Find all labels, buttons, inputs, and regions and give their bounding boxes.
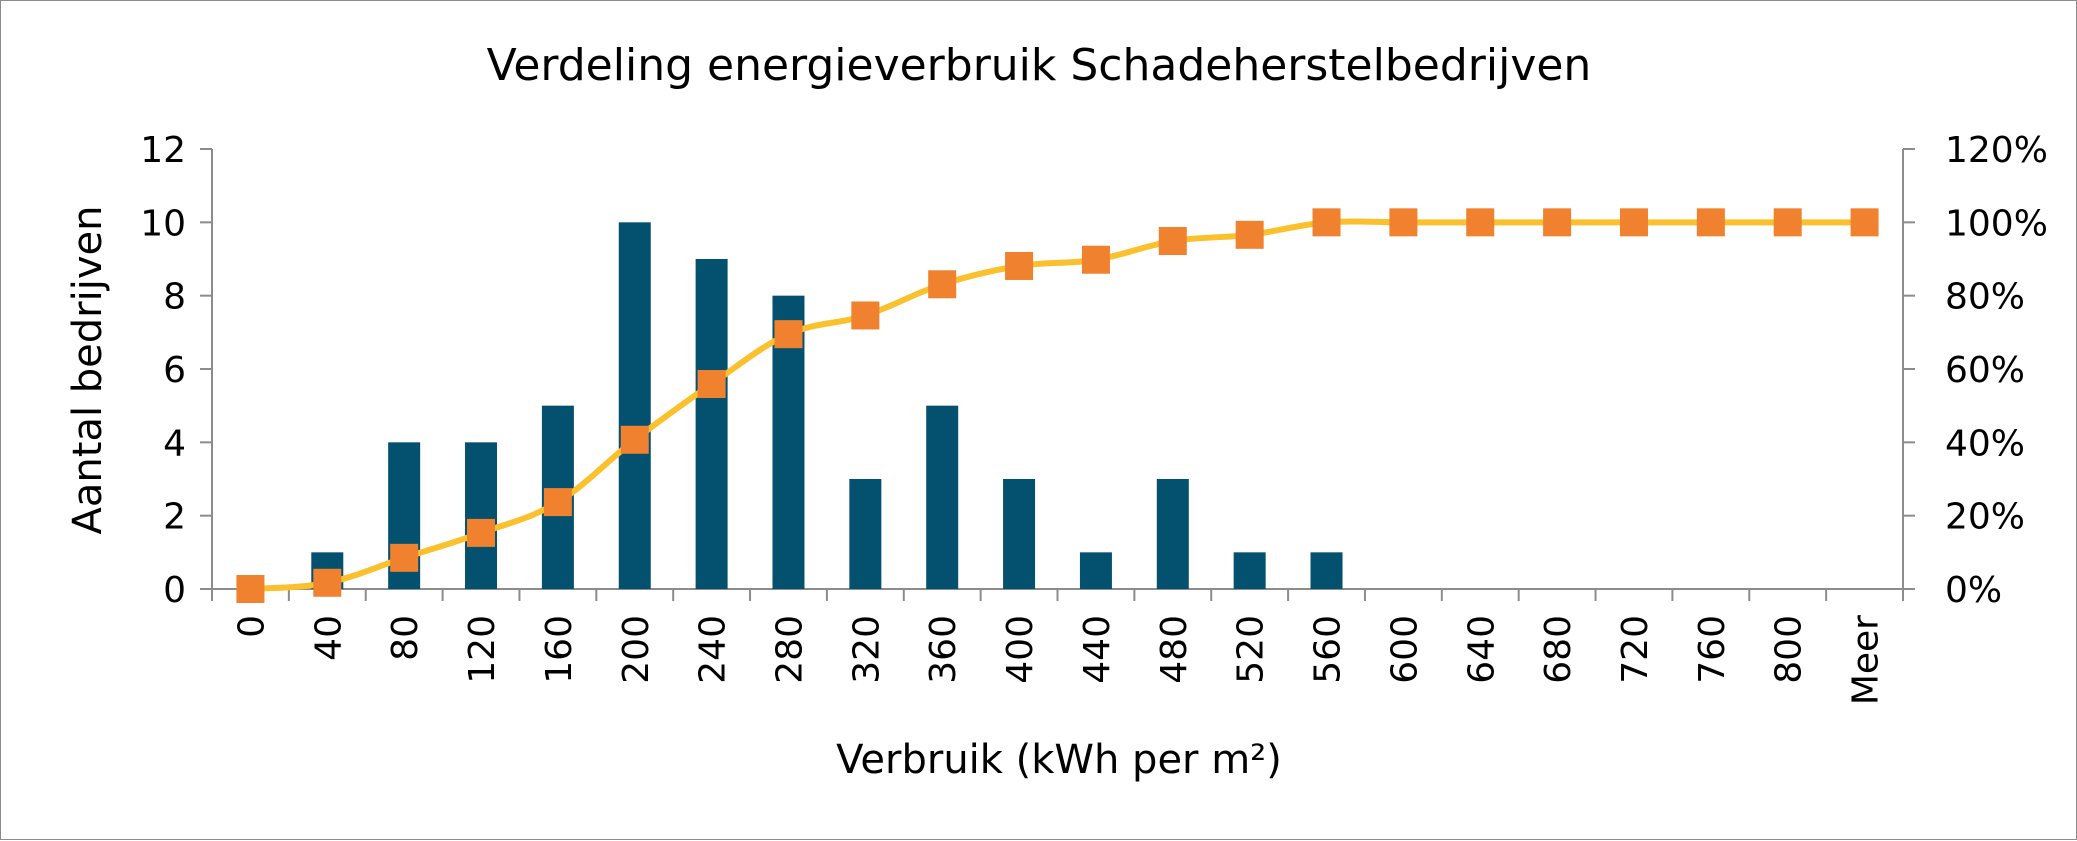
y2-tick-label: 0% [1945, 570, 2002, 611]
x-tick-label: 720 [1615, 615, 1656, 684]
line-marker [1619, 208, 1648, 237]
line-marker [1081, 245, 1110, 274]
line-marker [1696, 208, 1725, 237]
bar [1233, 552, 1266, 589]
bar-series [311, 222, 1343, 590]
line-marker [543, 488, 572, 517]
line-marker [1543, 208, 1572, 237]
line-marker [236, 575, 265, 603]
line-marker [313, 568, 342, 597]
x-tick-label: 0 [231, 615, 272, 638]
line-marker [1312, 208, 1341, 237]
bar [926, 405, 959, 589]
x-tick-label: 440 [1077, 615, 1118, 684]
y2-tick-label: 80% [1945, 277, 2025, 318]
bar [695, 259, 728, 589]
y2-tick-label: 120% [1945, 130, 2048, 171]
y2-tick-label: 100% [1945, 203, 2048, 244]
y-tick-label: 10 [140, 203, 186, 244]
x-axis-title: Verbruik (kWh per m²) [836, 737, 1282, 783]
y-tick-label: 6 [163, 350, 186, 391]
y-tick-label: 4 [163, 423, 186, 464]
x-tick-label: Meer [1846, 615, 1887, 705]
x-tick-label: 280 [769, 615, 810, 684]
line-marker [1158, 227, 1187, 256]
cumulative-line-series [236, 208, 1879, 603]
x-tick-label: 560 [1308, 615, 1349, 684]
y-tick-label: 8 [163, 277, 186, 318]
x-tick-label: 640 [1461, 615, 1502, 684]
x-tick-label: 40 [308, 615, 349, 661]
line-marker [774, 320, 803, 349]
x-tick-label: 320 [846, 615, 887, 684]
line-marker [1005, 251, 1034, 280]
y-axis-title: Aantal bedrijven [65, 206, 111, 535]
bar [1003, 479, 1036, 589]
bar [1079, 552, 1112, 589]
bar [1310, 552, 1343, 589]
x-tick-label: 400 [1000, 615, 1041, 684]
x-tick-label: 800 [1769, 615, 1810, 684]
x-tick-label: 360 [923, 615, 964, 684]
bar [618, 222, 651, 590]
line-marker [928, 270, 957, 299]
x-tick-label: 680 [1538, 615, 1579, 684]
line-marker [1466, 208, 1495, 237]
line-marker [620, 425, 649, 454]
line-marker [1389, 208, 1418, 237]
y-tick-label: 2 [163, 497, 186, 538]
x-tick-label: 480 [1154, 615, 1195, 684]
line-marker [1773, 208, 1802, 237]
axes [200, 148, 1915, 601]
x-tick-label: 520 [1231, 615, 1272, 684]
x-tick-label: 120 [462, 615, 503, 684]
y-tick-label: 0 [163, 570, 186, 611]
line-marker [467, 518, 496, 547]
bar [849, 479, 882, 589]
x-tick-label: 240 [693, 615, 734, 684]
x-tick-label: 200 [616, 615, 657, 684]
y2-tick-label: 60% [1945, 350, 2025, 391]
line-marker [390, 543, 419, 572]
line-marker [697, 370, 726, 399]
bar [465, 442, 498, 589]
bar [1156, 479, 1189, 589]
x-tick-label: 600 [1384, 615, 1425, 684]
x-tick-label: 160 [539, 615, 580, 684]
y2-tick-label: 40% [1945, 423, 2025, 464]
line-marker [1235, 220, 1264, 249]
y2-tick-label: 20% [1945, 497, 2025, 538]
line-marker [1850, 208, 1879, 237]
x-tick-label: 760 [1692, 615, 1733, 684]
x-tick-label: 80 [385, 615, 426, 661]
y-tick-label: 12 [140, 130, 186, 171]
line-marker [851, 301, 880, 330]
chart-title: Verdeling energieverbruik Schadeherstelb… [487, 40, 1592, 91]
